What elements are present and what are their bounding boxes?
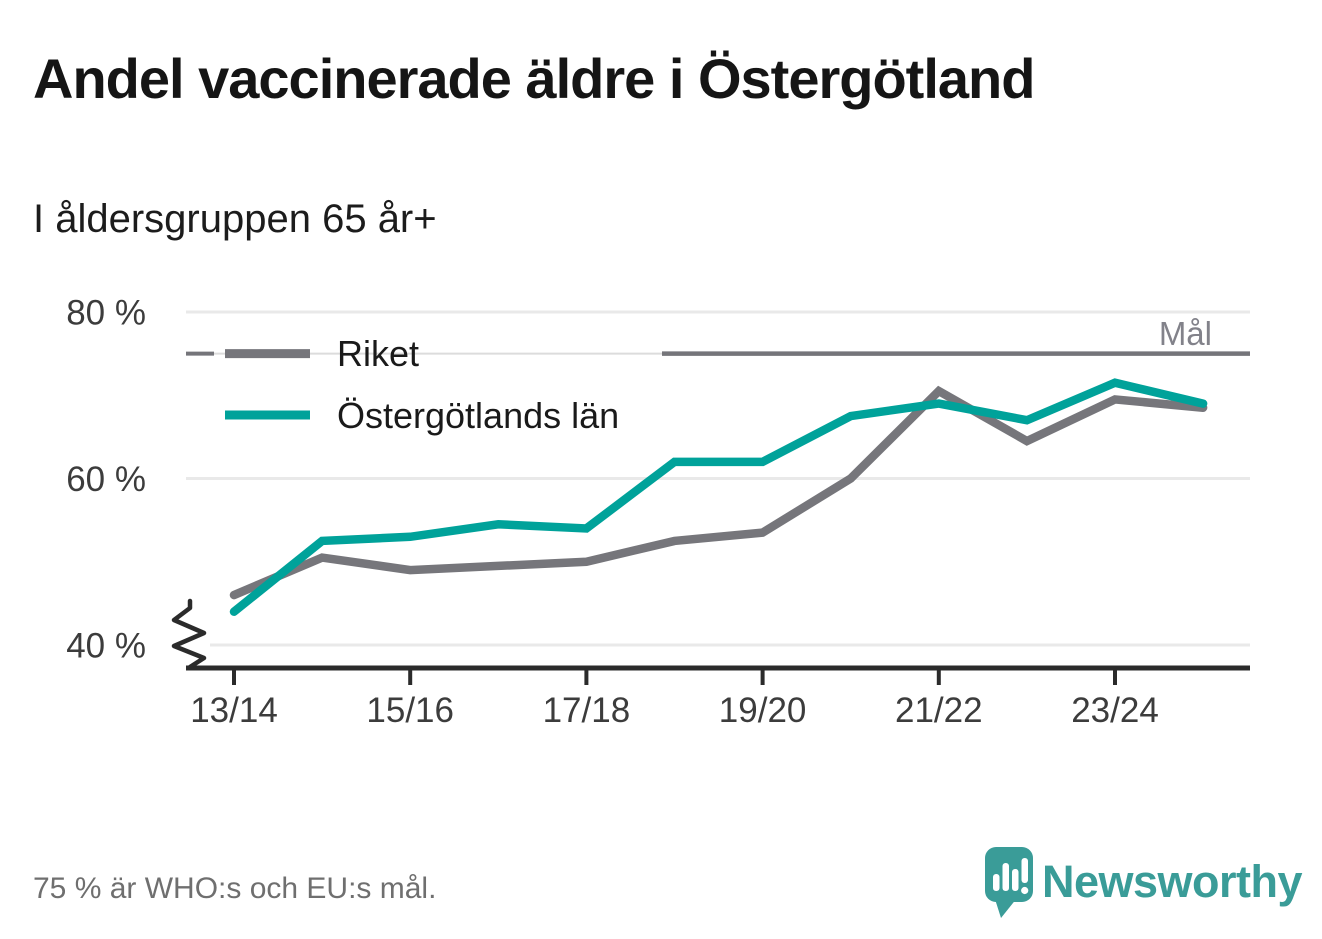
- newsworthy-logo: Newsworthy: [985, 847, 1303, 918]
- y-axis-tick-label: 40 %: [66, 627, 146, 666]
- legend: Riket Östergötlands län: [225, 333, 619, 436]
- x-ticks: [232, 670, 1117, 685]
- line-chart: 80 % 60 % 40 % Mål Riket Östergötlands län…: [66, 294, 1250, 730]
- footnote: 75 % är WHO:s och EU:s mål.: [33, 872, 437, 905]
- y-axis-labels: 80 % 60 % 40 %: [66, 294, 146, 666]
- series-line-ostergotland: [229, 378, 1208, 616]
- chart-subtitle: I åldersgruppen 65 år+: [33, 197, 437, 241]
- page-title: Andel vaccinerade äldre i Östergötland: [33, 47, 1035, 110]
- x-axis-tick-label: 13/14: [190, 691, 278, 730]
- brand-name: Newsworthy: [1042, 856, 1303, 907]
- series-lines: [229, 378, 1208, 616]
- x-axis-tick-label: 23/24: [1071, 691, 1159, 730]
- legend-label-riket: Riket: [337, 333, 419, 374]
- x-axis-tick-label: 15/16: [366, 691, 454, 730]
- goal-line-label: Mål: [1159, 315, 1212, 352]
- x-axis-tick-label: 19/20: [719, 691, 807, 730]
- y-axis-tick-label: 80 %: [66, 294, 146, 333]
- y-axis-tick-label: 60 %: [66, 460, 146, 499]
- x-axis-tick-label: 21/22: [895, 691, 983, 730]
- legend-label-ostergotland: Östergötlands län: [337, 395, 619, 436]
- y-gridlines: [186, 310, 1250, 647]
- series-line-riket: [229, 385, 1208, 600]
- x-axis-tick-label: 17/18: [543, 691, 631, 730]
- x-labels: 13/14 15/16 17/18 19/20 21/22 23/24: [190, 691, 1159, 730]
- y-axis-break-icon: [171, 598, 207, 670]
- brand-logo: Newsworthy: [980, 840, 1322, 926]
- x-axis: 13/14 15/16 17/18 19/20 21/22 23/24: [171, 598, 1250, 730]
- newsworthy-logo-icon: [985, 847, 1033, 918]
